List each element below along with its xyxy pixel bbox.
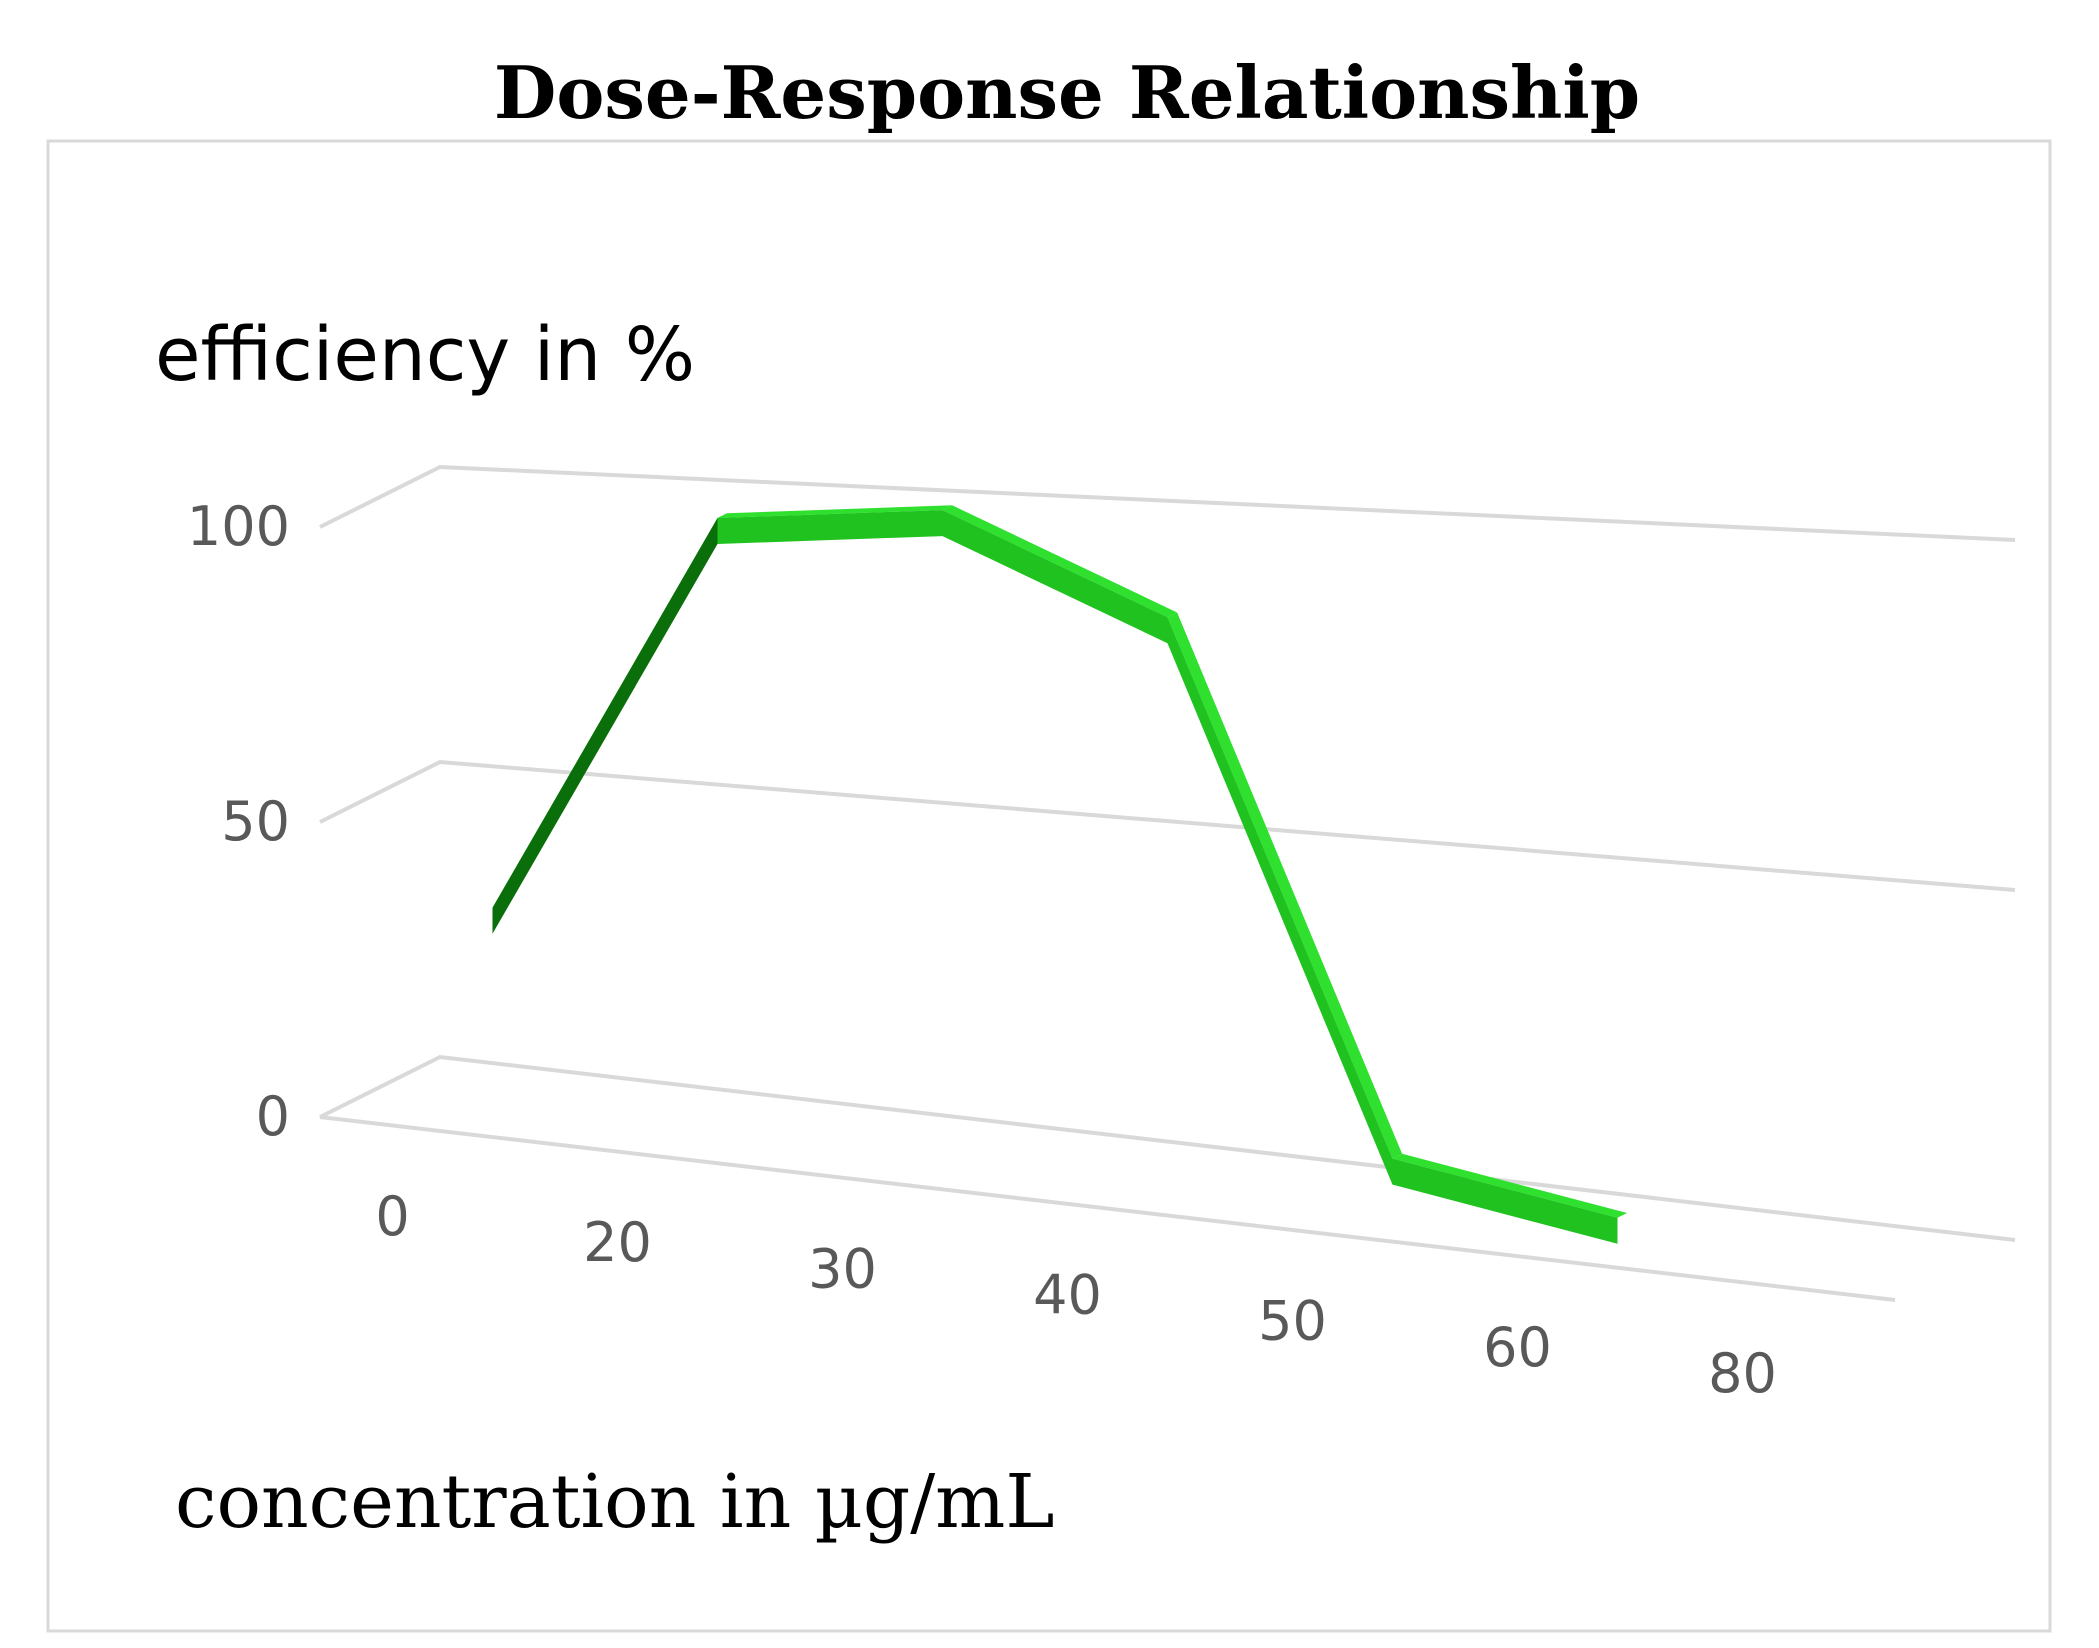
series-segment-top-2 (942, 505, 1178, 618)
series-segment-3 (1167, 617, 1393, 1185)
y-tick-label-50: 50 (221, 790, 290, 853)
x-tick-label-40: 40 (1033, 1264, 1102, 1327)
x-tick-label-80: 80 (1708, 1342, 1777, 1405)
x-tick-label-0: 0 (375, 1185, 409, 1248)
y-tick-label-0: 0 (256, 1085, 290, 1148)
series-segment-4 (1392, 1158, 1618, 1244)
series-segment-2 (942, 510, 1168, 644)
series-segment-0 (492, 518, 718, 934)
floor-front-edge (319, 1115, 1896, 1302)
x-axis-title: concentration in µg/mL (175, 1459, 1054, 1545)
x-tick-label-60: 60 (1483, 1316, 1552, 1379)
x-tick-label-50: 50 (1258, 1290, 1327, 1353)
gridline-100 (319, 464, 2016, 542)
x-tick-label-30: 30 (808, 1237, 877, 1300)
x-tick-label-20: 20 (583, 1211, 652, 1274)
x-axis-ticks: 0 20 30 40 50 60 80 (375, 1185, 1777, 1405)
series-segment-top-3 (1167, 612, 1403, 1159)
series-segment-top-1 (717, 505, 953, 519)
series-segment-top-4 (1392, 1153, 1628, 1218)
y-axis-title: efficiency in % (155, 312, 695, 398)
y-axis-ticks: 0 50 100 (187, 495, 290, 1148)
chart-title: Dose-Response Relationship (494, 50, 1640, 135)
series-line (492, 505, 1628, 1244)
gridline-50 (319, 759, 2016, 892)
y-tick-label-100: 100 (187, 495, 290, 558)
chart-frame (46, 139, 2052, 1633)
series-segment-1 (717, 510, 943, 545)
